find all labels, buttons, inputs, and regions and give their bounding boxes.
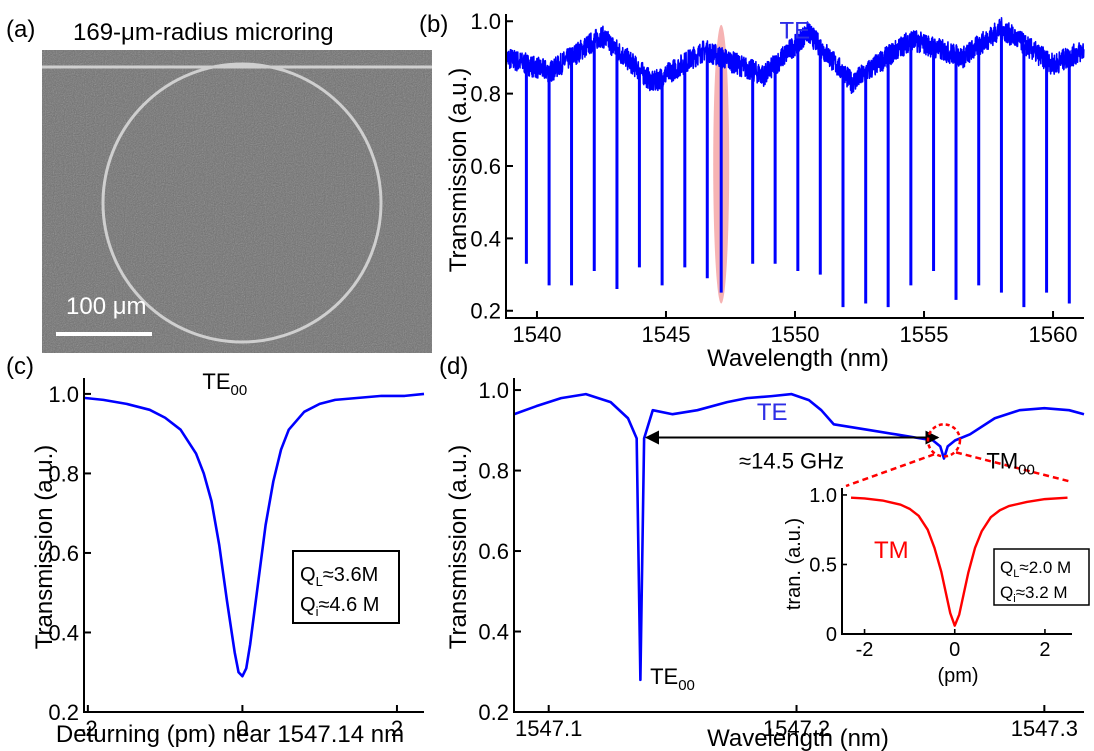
panel-c-xtick-label: -2	[78, 716, 98, 741]
panel-c-ql: QL≈3.6M	[300, 564, 378, 589]
panel-c-ytick-label: 0.6	[48, 541, 79, 566]
panel-d-ytick-label: 0.6	[478, 539, 509, 564]
panel-d-tm00-highlight	[926, 423, 962, 458]
panel-d-ytick-label: 0.8	[478, 458, 509, 483]
inset-xtick-label: 2	[1039, 639, 1050, 661]
panel-d-ytick-label: 1.0	[478, 378, 509, 403]
panel-b-te-annotation: TE	[780, 18, 811, 45]
panel-c-q-box: QL≈3.6M Qi≈4.6 M	[292, 550, 400, 624]
panel-c-te00-annotation: TE00	[202, 369, 247, 399]
panel-d-ylabel: Transmission (a.u.)	[445, 445, 472, 650]
panel-b-label: (b)	[419, 11, 448, 38]
panel-c-ytick-label: 1.0	[48, 382, 79, 407]
panel-d: (d) 1547.1 1547.2 1547.3 0.2 0.4 0.6 0.8 1.0 TE…	[439, 353, 1090, 751]
panel-c-te00-curve	[83, 392, 425, 678]
panel-b-ytick-label: 0.6	[470, 154, 501, 179]
panel-d-label: (d)	[439, 353, 468, 380]
panel-b-ytick-label: 0.2	[470, 299, 501, 324]
inset-ql: QL≈2.0 M	[1000, 558, 1071, 580]
panel-b-ytick-label: 0.4	[470, 226, 501, 251]
panel-b-xtick-label: 1540	[512, 322, 561, 347]
panel-c-axis-frame	[83, 378, 424, 713]
scalebar-label: 100 μm	[66, 293, 147, 320]
panel-b-axis-frame	[505, 14, 1084, 319]
panel-d-xtick-label: 1547.2	[763, 716, 830, 741]
inset-ytick-label: 1.0	[809, 485, 837, 507]
panel-d-inset: -2 0 2 0 0.5 1.0 TM QL≈2.0 M Qi≈3.2 M (pm) tr…	[783, 485, 1090, 687]
panel-c-ytick-label: 0.4	[48, 620, 79, 645]
panel-d-te-annotation: TE	[757, 399, 788, 426]
microring	[101, 62, 383, 344]
inset-qi: Qi≈3.2 M	[1000, 583, 1068, 605]
panel-c-qi: Qi≈4.6 M	[300, 594, 379, 619]
panel-c-xtick-label: 0	[236, 716, 248, 741]
panel-d-xtick-label: 1547.3	[1011, 716, 1078, 741]
panel-b-xtick-label: 1545	[642, 322, 691, 347]
panel-c-xlabel: Deturning (pm) near 1547.14 nm	[56, 721, 404, 748]
panel-d-fsr-annotation: ≈14.5 GHz	[739, 449, 844, 474]
panel-c-ytick-label: 0.2	[48, 700, 79, 725]
inset-ytick-label: 0.5	[809, 555, 837, 577]
panel-a-label: (a)	[6, 16, 35, 43]
panel-c-ylabel: Transmission (a.u.)	[31, 445, 58, 650]
inset-q-box: QL≈2.0 M Qi≈3.2 M	[993, 548, 1090, 606]
panel-b-ylabel: Transmission (a.u.)	[445, 68, 472, 273]
panel-b-xtick-label: 1555	[900, 322, 949, 347]
panel-d-zoom-line-left	[845, 453, 935, 488]
inset-xlabel: (pm)	[937, 665, 978, 687]
panel-d-te00-annotation: TE00	[650, 664, 695, 694]
panel-d-xlabel: Wavelength (nm)	[707, 725, 889, 751]
panel-b-te-baseline	[505, 17, 1085, 95]
panel-d-ytick-label: 0.4	[478, 619, 509, 644]
panel-b-xlabel: Wavelength (nm)	[707, 345, 889, 372]
inset-xtick-label: 0	[949, 639, 960, 661]
panel-d-tm00-annotation: TM00	[986, 448, 1034, 478]
panel-b-ytick-label: 1.0	[470, 9, 501, 34]
inset-ylabel: tran. (a.u.)	[783, 518, 805, 610]
panel-c: (c) -2 0 2 0.2 0.4 0.6 0.8 1.0 TE00 QL≈3.6M Qi≈…	[6, 353, 425, 748]
inset-ytick-label: 0	[826, 624, 837, 646]
panel-b-xtick-label: 1550	[771, 322, 820, 347]
panel-b: (b) 1540 1545 1550 1555 15600.20.40.60.81.0 …	[419, 9, 1085, 372]
panel-d-ytick-label: 0.2	[478, 700, 509, 725]
panel-d-te-curve	[513, 392, 1085, 682]
panel-c-ytick-label: 0.8	[48, 461, 79, 486]
panel-a: (a) 169-μm-radius microring 100 μm	[6, 16, 432, 353]
panel-c-xtick-label: 2	[391, 716, 403, 741]
panel-b-ytick-label: 0.8	[470, 82, 501, 107]
panel-d-xtick-label: 1547.1	[515, 716, 582, 741]
panel-b-xtick-label: 1560	[1029, 322, 1078, 347]
inset-xtick-label: -2	[856, 639, 874, 661]
sem-image	[42, 50, 432, 353]
panel-a-title: 169-μm-radius microring	[73, 19, 334, 46]
inset-tm-curve	[850, 496, 1068, 627]
panel-c-label: (c)	[6, 353, 34, 380]
inset-tm-label: TM	[874, 537, 909, 564]
